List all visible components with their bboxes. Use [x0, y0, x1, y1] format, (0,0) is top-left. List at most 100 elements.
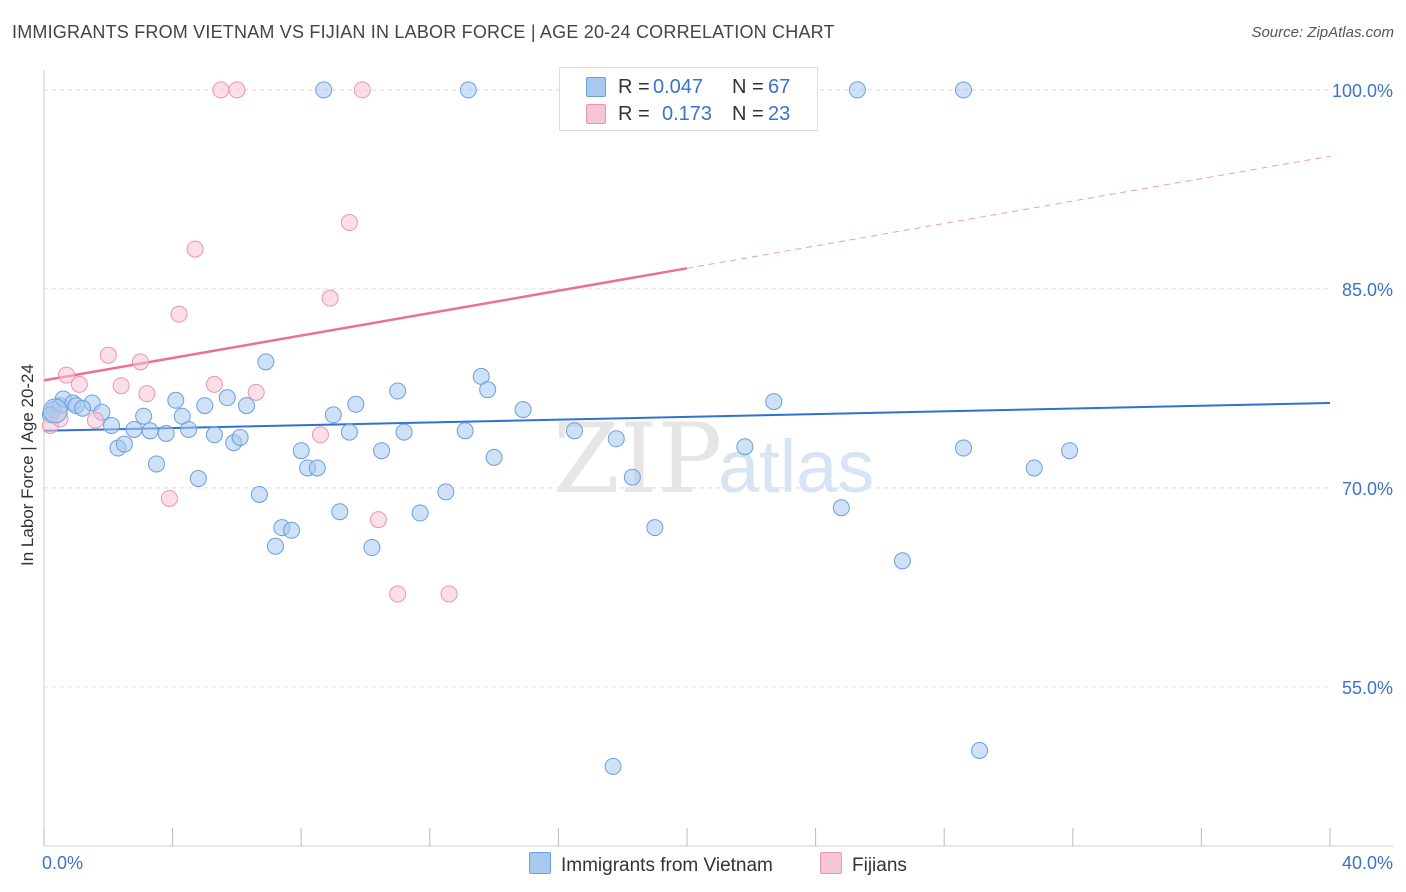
point-vietnam: [456, 422, 474, 440]
point-vietnam: [373, 442, 391, 460]
watermark: ZIP atlas: [553, 403, 874, 515]
point-vietnam: [1061, 442, 1079, 460]
point-vietnam: [411, 504, 429, 522]
point-vietnam: [459, 81, 477, 99]
point-fijians: [440, 585, 458, 603]
gridlines: [44, 89, 1330, 688]
bottom-legend-vietnam: Immigrants from Vietnam: [529, 852, 773, 877]
bottom-legend-label: Immigrants from Vietnam: [561, 855, 773, 876]
point-vietnam: [308, 459, 326, 477]
point-fijians: [70, 375, 88, 393]
y-tick-label: 100.0%: [1332, 81, 1393, 101]
point-fijians: [131, 353, 149, 371]
point-vietnam: [736, 438, 754, 456]
point-vietnam: [74, 399, 92, 417]
point-vietnam: [257, 353, 275, 371]
y-tick-label: 85.0%: [1342, 280, 1393, 300]
bottom-legend-label: Fijians: [852, 855, 907, 876]
point-vietnam: [437, 483, 455, 501]
y-tick-label: 70.0%: [1342, 479, 1393, 499]
y-tick-label: 55.0%: [1342, 678, 1393, 698]
point-vietnam: [565, 422, 583, 440]
point-vietnam: [607, 430, 625, 448]
point-vietnam: [971, 741, 989, 759]
legend-swatch-vietnam: [586, 77, 606, 97]
watermark-zip: ZIP: [553, 403, 722, 515]
point-vietnam: [347, 395, 365, 413]
point-vietnam: [954, 81, 972, 99]
point-vietnam-cluster: [42, 398, 68, 424]
bottom-legend-swatch-vietnam: [529, 852, 551, 874]
point-fijians: [99, 346, 117, 364]
legend-n-label: N =: [732, 103, 764, 125]
point-fijians: [228, 81, 246, 99]
point-vietnam: [148, 455, 166, 473]
point-fijians: [369, 511, 387, 529]
point-vietnam: [893, 552, 911, 570]
legend-n-label: N =: [732, 76, 764, 98]
trend-lines: [43, 155, 1331, 432]
tick-labels: 55.0% 70.0% 85.0% 100.0% 0.0% 40.0%: [42, 81, 1393, 873]
point-vietnam: [180, 420, 198, 438]
legend-r-label: R =: [618, 76, 650, 98]
point-vietnam: [238, 397, 256, 415]
trend-line: [43, 401, 1331, 432]
point-vietnam: [389, 382, 407, 400]
x-tick-label: 0.0%: [42, 853, 83, 873]
point-vietnam: [765, 393, 783, 411]
point-vietnam: [250, 485, 268, 503]
point-vietnam: [283, 521, 301, 539]
x-tick-label: 40.0%: [1342, 853, 1393, 873]
point-vietnam: [157, 424, 175, 442]
axes: [43, 70, 1393, 847]
point-fijians: [170, 305, 188, 323]
point-vietnam: [205, 426, 223, 444]
point-vietnam: [340, 423, 358, 441]
point-vietnam: [954, 439, 972, 457]
point-fijians: [353, 81, 371, 99]
legend-swatch-fijians: [586, 104, 606, 124]
point-vietnam: [292, 442, 310, 460]
legend-n-value: 67: [768, 76, 791, 98]
point-fijians: [138, 385, 156, 403]
point-vietnam: [395, 423, 413, 441]
point-vietnam: [115, 435, 133, 453]
point-vietnam: [141, 422, 159, 440]
point-vietnam: [266, 537, 284, 555]
legend-r-value: 0.047: [653, 76, 704, 98]
trend-line-projection: [686, 155, 1331, 269]
bottom-legend-fijians: Fijians: [820, 852, 907, 877]
source-label: Source: ZipAtlas.com: [1251, 24, 1394, 41]
point-vietnam: [646, 519, 664, 537]
point-vietnam: [324, 406, 342, 424]
point-vietnam: [479, 381, 497, 399]
point-vietnam: [167, 391, 185, 409]
point-vietnam: [623, 468, 641, 486]
legend-n-value: 23: [768, 103, 791, 125]
point-fijians: [205, 375, 223, 393]
point-fijians: [247, 383, 265, 401]
bottom-legend-swatch-fijians: [820, 852, 842, 874]
y-axis-label: In Labor Force | Age 20-24: [18, 364, 37, 566]
legend-r-label: R =: [618, 103, 650, 125]
point-vietnam: [363, 539, 381, 557]
point-fijians: [186, 240, 204, 258]
point-vietnam: [485, 448, 503, 466]
point-vietnam: [1025, 459, 1043, 477]
watermark-atlas: atlas: [718, 425, 874, 508]
trend-line: [43, 267, 688, 382]
point-fijians: [112, 377, 130, 395]
point-vietnam: [514, 401, 532, 419]
point-fijians: [321, 289, 339, 307]
point-vietnam: [331, 503, 349, 521]
point-vietnam: [832, 499, 850, 517]
point-vietnam: [604, 757, 622, 775]
point-fijians: [311, 426, 329, 444]
point-vietnam: [315, 81, 333, 99]
point-vietnam: [125, 420, 143, 438]
point-vietnam: [231, 428, 249, 446]
point-vietnam: [135, 407, 153, 425]
point-fijians: [86, 411, 104, 429]
point-fijians: [58, 366, 76, 384]
